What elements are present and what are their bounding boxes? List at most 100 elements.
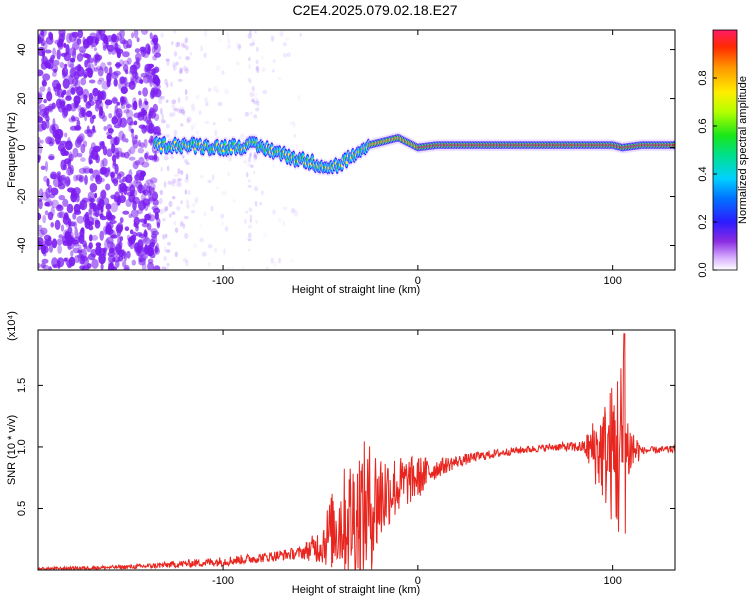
spectrogram-cell — [137, 184, 145, 194]
spectrogram-cell — [125, 69, 129, 75]
spectrogram-cell — [108, 113, 113, 119]
spectrogram-cell — [71, 31, 79, 38]
spectrogram-cell — [163, 181, 167, 188]
spectrogram-cell — [165, 249, 171, 253]
spectrogram-cell — [123, 151, 130, 159]
spectrogram-cell — [103, 35, 108, 45]
spectrogram-cell — [83, 243, 88, 250]
spectrogram-cell — [190, 124, 194, 131]
spectrogram-cell — [99, 230, 104, 241]
spectrogram-cell — [96, 202, 102, 211]
spectrogram-cell — [113, 124, 122, 129]
spectrogram-cell — [177, 178, 182, 182]
spectrogram-cell — [64, 132, 68, 138]
spectrogram-cell — [113, 114, 117, 121]
spectrogram-cell — [46, 91, 53, 102]
spectrogram-cell — [88, 196, 93, 206]
spectrogram-x-tick-label: 0 — [415, 275, 421, 287]
spectrogram-cell — [94, 103, 100, 112]
spectrogram-cell — [40, 165, 46, 170]
spectrogram-cell — [215, 65, 221, 72]
spectrogram-cell — [200, 174, 204, 179]
spectrogram-cell — [194, 197, 199, 204]
spectrogram-cell — [180, 170, 184, 175]
spectrogram-cell — [38, 198, 43, 202]
spectrogram-cell — [133, 61, 141, 70]
spectrogram-cell — [40, 191, 49, 201]
spectrogram-cell — [133, 179, 141, 184]
spectrogram-cell — [101, 140, 105, 149]
spectrogram-cell — [146, 185, 151, 193]
spectrogram-cell — [162, 120, 167, 124]
spectrogram-cell — [40, 139, 44, 144]
spectrogram-cell — [127, 238, 133, 247]
spectrogram-cell — [213, 248, 218, 253]
spectrogram-cell — [270, 34, 275, 42]
spectrogram-cell — [116, 50, 121, 59]
spectrogram-cell — [95, 248, 99, 255]
spectrogram-cell — [183, 112, 186, 117]
spectrogram-cell — [83, 167, 91, 174]
spectrogram-cell — [52, 118, 56, 129]
spectrogram-cell — [178, 56, 182, 60]
colorbar-tick-label: 0.8 — [697, 70, 709, 85]
spectrogram-cell — [195, 94, 200, 100]
spectrogram-cell — [38, 136, 41, 146]
spectrogram-cell — [174, 227, 179, 233]
spectrogram-cell — [113, 109, 121, 118]
spectrogram-cell — [88, 208, 92, 215]
spectrogram-cell — [68, 218, 72, 227]
spectrogram-cell — [116, 173, 122, 180]
spectrogram-cell — [177, 97, 181, 104]
colorbar-label: Normalized spectral amplitude — [737, 76, 749, 224]
spectrogram-cell — [104, 239, 111, 250]
spectrogram-cell — [109, 262, 114, 268]
spectrogram-cell — [251, 38, 256, 45]
spectrogram-cell — [122, 51, 130, 58]
spectrogram-cell — [57, 143, 66, 152]
spectrogram-cell — [170, 81, 173, 87]
spectrogram-cell — [167, 180, 173, 185]
spectrogram-cell — [129, 184, 136, 196]
spectrogram-cell — [238, 44, 242, 49]
spectrogram-cell — [105, 183, 111, 191]
spectrogram-cell — [204, 30, 207, 37]
spectrogram-cell — [131, 102, 135, 110]
spectrogram-cell — [89, 183, 98, 193]
spectrogram-cell — [256, 68, 260, 73]
spectrogram-frame — [37, 29, 676, 271]
spectrogram-cell — [59, 100, 66, 106]
spectrogram-cell — [273, 260, 277, 268]
spectrogram-cell — [79, 202, 85, 210]
spectrogram-cell — [88, 168, 94, 174]
spectrogram-cell — [97, 67, 104, 77]
spectrogram-cell — [118, 179, 125, 184]
spectrogram-cell — [134, 48, 140, 53]
spectrogram-cell — [82, 166, 91, 174]
spectrogram-cell — [111, 50, 116, 55]
spectrogram-cell — [255, 66, 260, 71]
spectrogram-cell — [129, 146, 136, 155]
spectrogram-cell — [114, 42, 119, 51]
spectrogram-cell — [49, 138, 56, 145]
spectrogram-cell — [227, 37, 230, 44]
spectrogram-cell — [205, 101, 209, 107]
spectrogram-cell — [272, 163, 275, 168]
spectrogram-cell — [249, 79, 252, 84]
spectrogram-y-tick-label: -40 — [16, 238, 28, 254]
spectrogram-cell — [51, 257, 58, 268]
spectrogram-cell — [255, 46, 259, 52]
spectrogram-cell — [166, 59, 170, 67]
spectrogram-cell — [76, 135, 84, 144]
spectrogram-cell — [248, 207, 253, 213]
spectrogram-cell — [185, 173, 189, 180]
spectrogram-cell — [95, 175, 103, 185]
spectrogram-cell — [254, 30, 257, 34]
spectrogram-cell — [253, 114, 258, 119]
spectrogram-cell — [74, 125, 82, 131]
spectrogram-cell — [191, 107, 196, 112]
spectrogram-cell — [144, 64, 151, 70]
spectrogram-cell — [56, 49, 61, 60]
spectrogram-cell — [117, 113, 123, 118]
spectrogram-cell — [64, 176, 71, 187]
